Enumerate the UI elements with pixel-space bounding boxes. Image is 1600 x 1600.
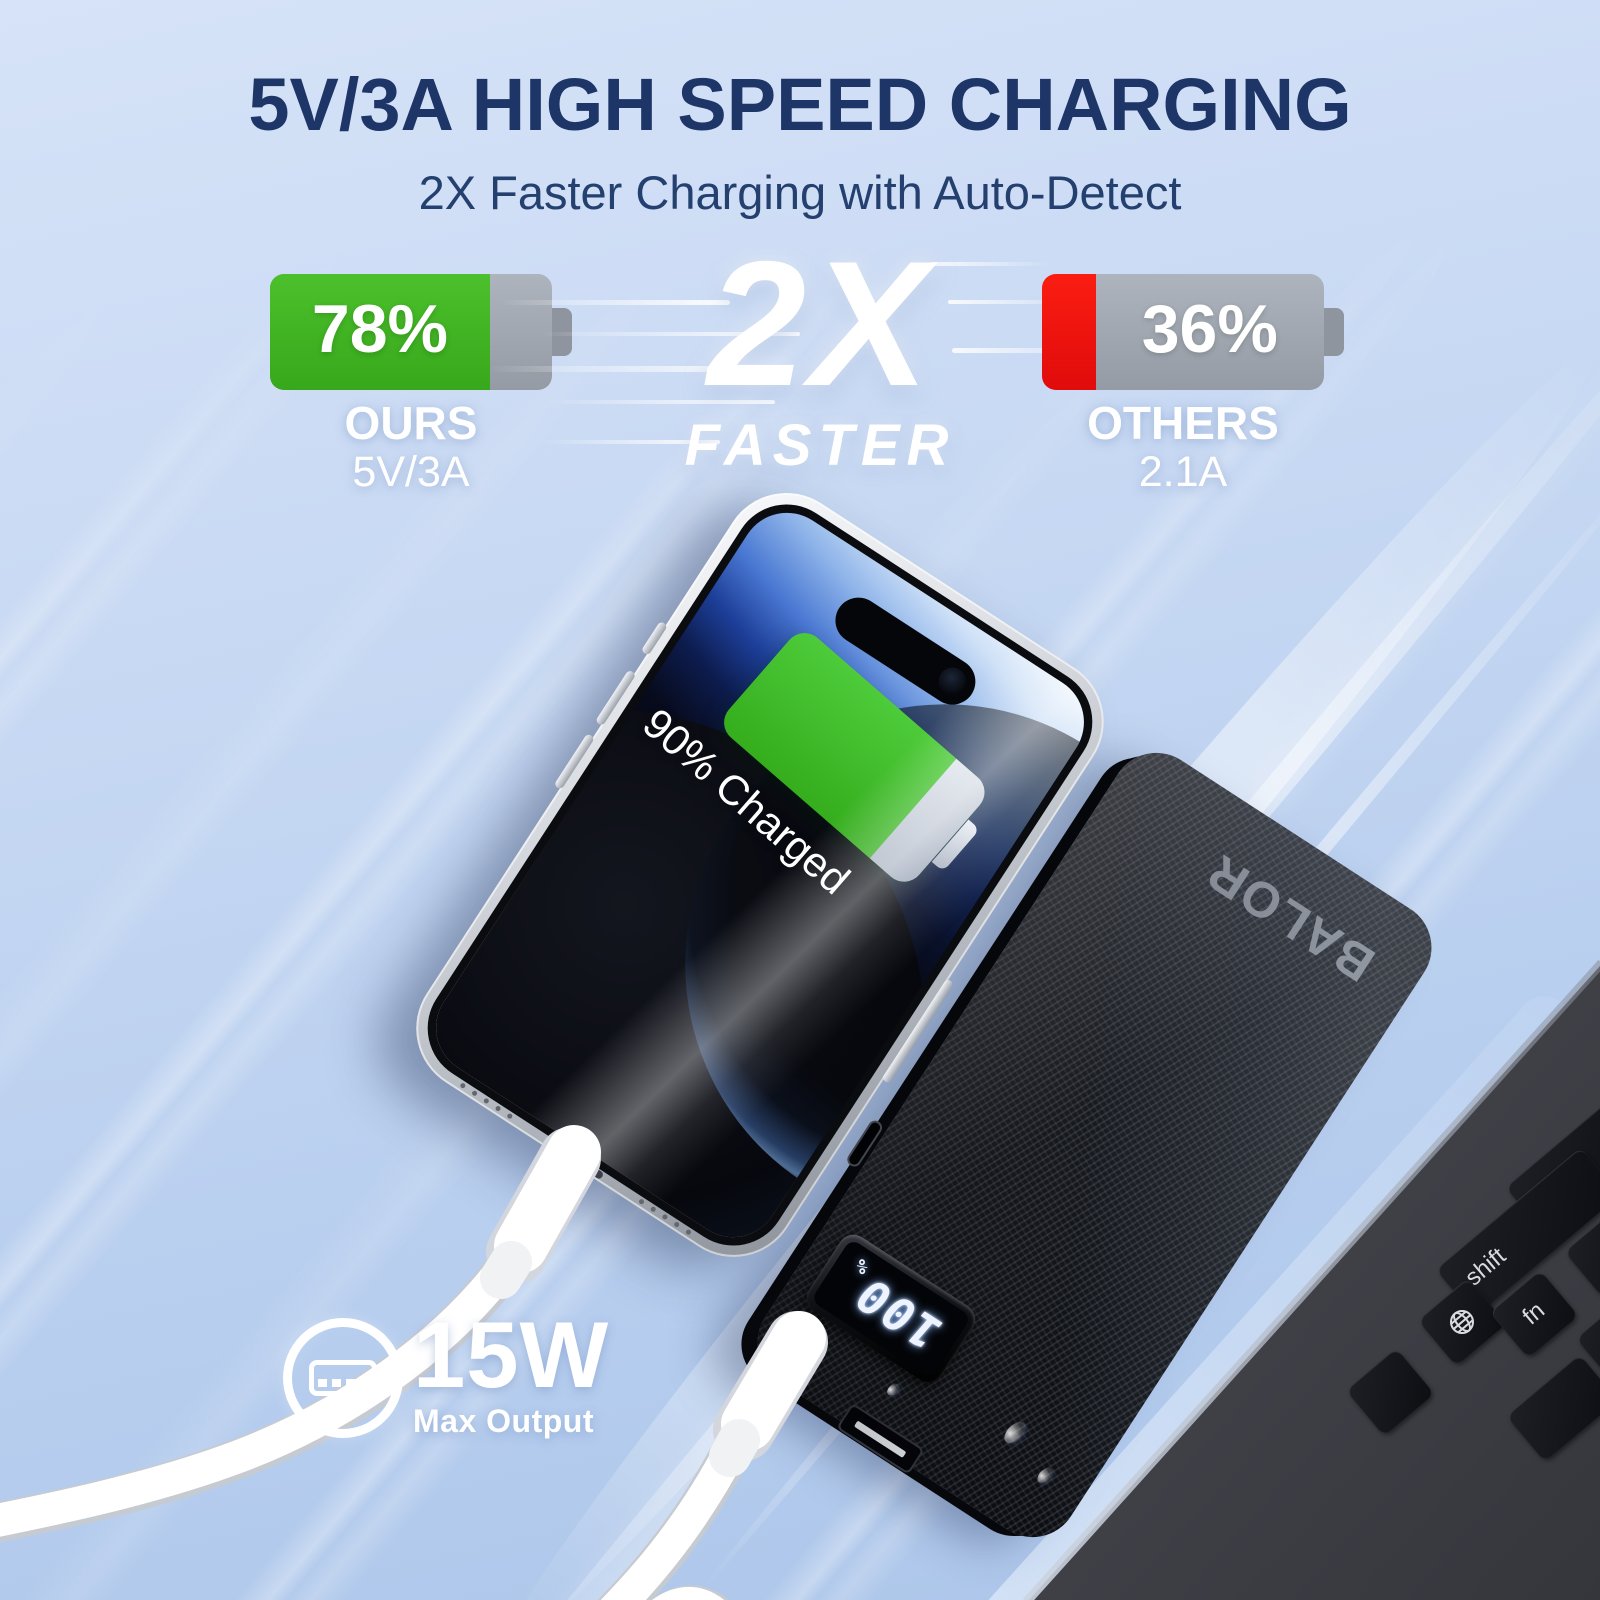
ours-spec: 5V/3A: [352, 448, 470, 496]
ours-label: OURS: [344, 397, 478, 449]
max-output-label: Max Output: [413, 1403, 594, 1440]
usb-badge-circle: [283, 1318, 403, 1438]
header: 5V/3A HIGH SPEED CHARGING 2X Faster Char…: [0, 62, 1600, 220]
others-label: OTHERS: [1087, 397, 1279, 449]
globe-icon: [1450, 1310, 1474, 1334]
usb-a-icon: [309, 1360, 377, 1396]
led-screen: 100 %: [810, 1238, 972, 1379]
speed-line: [545, 400, 775, 404]
faster-text: FASTER: [684, 412, 956, 478]
battery-cap: [1324, 308, 1344, 356]
speed-multiplier-block: 2X FASTER: [610, 224, 1030, 479]
page-subtitle: 2X Faster Charging with Auto-Detect: [418, 166, 1182, 219]
laptop-key-blank: [1345, 1347, 1435, 1437]
max-output-badge: 15W Max Output: [283, 1307, 609, 1440]
multiplier-text: 2X: [707, 224, 933, 423]
ours-percent: 78%: [311, 290, 449, 367]
front-camera: [933, 662, 972, 701]
others-battery-graphic: 36%: [1042, 274, 1344, 390]
speed-line: [930, 262, 1050, 266]
speed-line: [540, 440, 720, 444]
others-spec: 2.1A: [1138, 448, 1228, 496]
wattage-text: 15W: [413, 1302, 610, 1407]
speed-line: [948, 300, 1088, 304]
laptop-key-globe: [1417, 1277, 1507, 1367]
others-percent: 36%: [1141, 290, 1278, 367]
ours-battery-graphic: 78%: [270, 274, 572, 390]
battery-level-digits: 100: [842, 1268, 954, 1358]
ours-battery-fill: [270, 274, 490, 390]
power-bank-led-display: 100 %: [800, 1228, 982, 1389]
speed-line: [540, 332, 800, 336]
laptop-key-blank: [1505, 1354, 1600, 1462]
others-battery-fill: [1042, 274, 1096, 390]
speed-line: [488, 366, 788, 372]
speed-line: [952, 348, 1122, 353]
badge-text: 15W Max Output: [413, 1302, 610, 1440]
page-title: 5V/3A HIGH SPEED CHARGING: [248, 63, 1352, 146]
fn-key-label: fn: [1517, 1296, 1551, 1331]
speed-line: [500, 300, 730, 305]
